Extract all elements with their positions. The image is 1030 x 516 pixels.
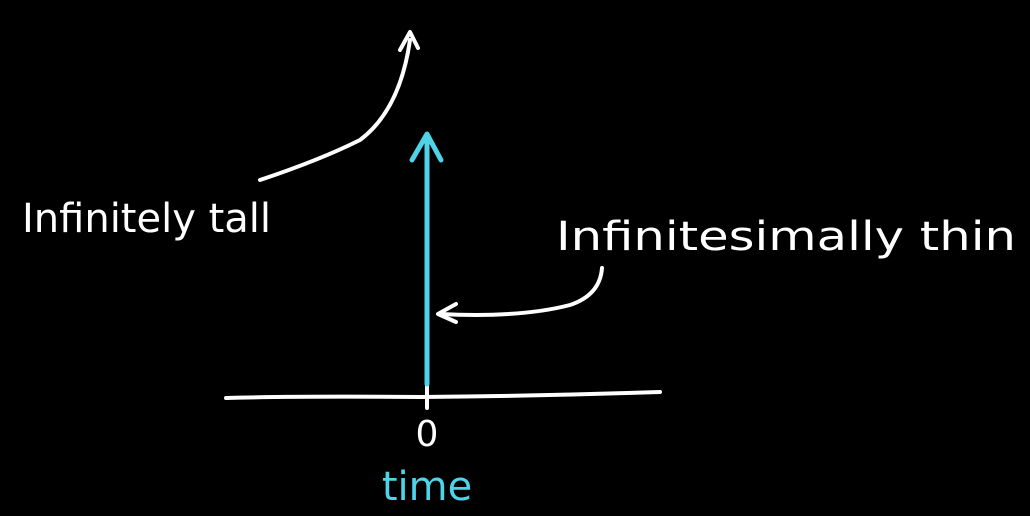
thin-pointer-arrow: [438, 266, 604, 317]
thin-pointer-arrowhead: [436, 302, 458, 324]
time-axis: [224, 390, 662, 400]
infinitesimally-thin-label: Infinitesimally thin: [556, 214, 1016, 260]
infinitely-tall-label: Infinitely tall: [22, 196, 271, 242]
time-axis-label: time: [382, 464, 472, 510]
delta-arrowhead: [409, 131, 444, 163]
tall-pointer-arrowhead: [398, 30, 420, 52]
tall-pointer-arrow: [258, 38, 412, 182]
origin-label: 0: [416, 414, 439, 455]
